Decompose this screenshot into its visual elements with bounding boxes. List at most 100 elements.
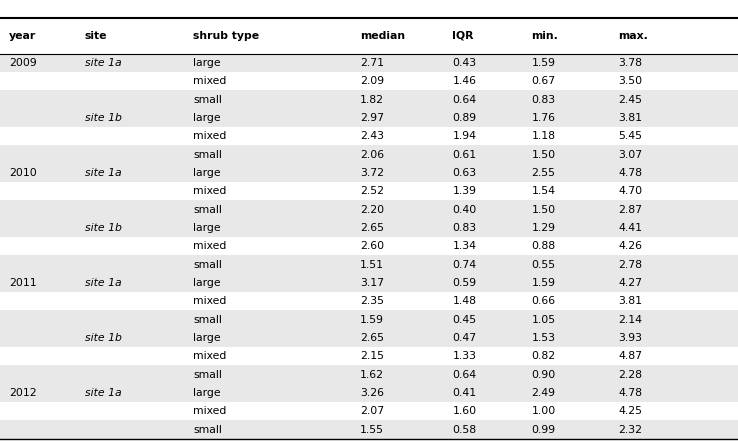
Text: year: year bbox=[9, 31, 36, 41]
Text: 1.94: 1.94 bbox=[452, 131, 477, 141]
Text: site 1a: site 1a bbox=[85, 168, 122, 178]
Text: 1.55: 1.55 bbox=[360, 425, 384, 435]
Text: 1.05: 1.05 bbox=[531, 314, 556, 325]
Text: mixed: mixed bbox=[193, 76, 227, 86]
Text: site 1b: site 1b bbox=[85, 223, 122, 233]
Text: small: small bbox=[193, 314, 222, 325]
Text: mixed: mixed bbox=[193, 296, 227, 306]
Text: large: large bbox=[193, 223, 221, 233]
Bar bbox=[0, 420, 738, 439]
Text: 1.33: 1.33 bbox=[452, 351, 477, 361]
Text: large: large bbox=[193, 168, 221, 178]
Text: 0.83: 0.83 bbox=[452, 223, 477, 233]
Text: 0.43: 0.43 bbox=[452, 58, 477, 68]
Text: 3.17: 3.17 bbox=[360, 278, 384, 288]
Text: 2.60: 2.60 bbox=[360, 241, 384, 251]
Text: 0.66: 0.66 bbox=[531, 296, 556, 306]
Bar bbox=[0, 274, 738, 292]
Bar bbox=[0, 329, 738, 347]
Text: 2009: 2009 bbox=[9, 58, 37, 68]
Text: small: small bbox=[193, 425, 222, 435]
Text: 1.51: 1.51 bbox=[360, 260, 384, 269]
Text: 2.20: 2.20 bbox=[360, 205, 384, 215]
Bar bbox=[0, 255, 738, 274]
Text: large: large bbox=[193, 58, 221, 68]
Text: 2.07: 2.07 bbox=[360, 406, 384, 416]
Text: site 1a: site 1a bbox=[85, 278, 122, 288]
Text: 2.15: 2.15 bbox=[360, 351, 384, 361]
Text: 2.45: 2.45 bbox=[618, 95, 643, 105]
Text: site 1b: site 1b bbox=[85, 333, 122, 343]
Text: 3.93: 3.93 bbox=[618, 333, 643, 343]
Bar bbox=[0, 201, 738, 219]
Text: 0.58: 0.58 bbox=[452, 425, 477, 435]
Text: shrub type: shrub type bbox=[193, 31, 260, 41]
Text: large: large bbox=[193, 388, 221, 398]
Bar bbox=[0, 310, 738, 329]
Text: small: small bbox=[193, 205, 222, 215]
Text: site: site bbox=[85, 31, 107, 41]
Text: 1.82: 1.82 bbox=[360, 95, 384, 105]
Bar bbox=[0, 384, 738, 402]
Text: mixed: mixed bbox=[193, 406, 227, 416]
Text: 4.87: 4.87 bbox=[618, 351, 643, 361]
Text: 0.82: 0.82 bbox=[531, 351, 556, 361]
Text: 0.67: 0.67 bbox=[531, 76, 556, 86]
Bar bbox=[0, 164, 738, 182]
Text: 0.61: 0.61 bbox=[452, 149, 477, 160]
Text: 4.70: 4.70 bbox=[618, 186, 643, 196]
Text: 5.45: 5.45 bbox=[618, 131, 643, 141]
Bar bbox=[0, 90, 738, 109]
Text: site 1a: site 1a bbox=[85, 58, 122, 68]
Text: 2.55: 2.55 bbox=[531, 168, 556, 178]
Text: 2.09: 2.09 bbox=[360, 76, 384, 86]
Text: 2.78: 2.78 bbox=[618, 260, 643, 269]
Text: 0.83: 0.83 bbox=[531, 95, 556, 105]
Text: site 1a: site 1a bbox=[85, 388, 122, 398]
Text: 0.40: 0.40 bbox=[452, 205, 477, 215]
Text: 2.97: 2.97 bbox=[360, 113, 384, 123]
Text: 0.41: 0.41 bbox=[452, 388, 477, 398]
Text: 1.29: 1.29 bbox=[531, 223, 556, 233]
Text: 1.50: 1.50 bbox=[531, 205, 556, 215]
Text: 1.48: 1.48 bbox=[452, 296, 477, 306]
Text: 2011: 2011 bbox=[9, 278, 36, 288]
Text: 0.90: 0.90 bbox=[531, 370, 556, 380]
Text: 0.74: 0.74 bbox=[452, 260, 477, 269]
Text: 2.52: 2.52 bbox=[360, 186, 384, 196]
Text: 1.18: 1.18 bbox=[531, 131, 556, 141]
Text: mixed: mixed bbox=[193, 186, 227, 196]
Text: 2.14: 2.14 bbox=[618, 314, 643, 325]
Text: 3.78: 3.78 bbox=[618, 58, 643, 68]
Text: 1.39: 1.39 bbox=[452, 186, 477, 196]
Text: 0.64: 0.64 bbox=[452, 95, 477, 105]
Text: 1.59: 1.59 bbox=[531, 278, 556, 288]
Text: mixed: mixed bbox=[193, 131, 227, 141]
Text: 4.41: 4.41 bbox=[618, 223, 643, 233]
Text: 1.54: 1.54 bbox=[531, 186, 556, 196]
Bar bbox=[0, 366, 738, 384]
Text: small: small bbox=[193, 260, 222, 269]
Text: 1.34: 1.34 bbox=[452, 241, 477, 251]
Text: 4.78: 4.78 bbox=[618, 388, 643, 398]
Text: 1.76: 1.76 bbox=[531, 113, 556, 123]
Text: 4.27: 4.27 bbox=[618, 278, 643, 288]
Bar bbox=[0, 109, 738, 127]
Text: mixed: mixed bbox=[193, 241, 227, 251]
Text: large: large bbox=[193, 333, 221, 343]
Text: 3.81: 3.81 bbox=[618, 113, 643, 123]
Text: 0.47: 0.47 bbox=[452, 333, 477, 343]
Text: 2.65: 2.65 bbox=[360, 333, 384, 343]
Text: 3.50: 3.50 bbox=[618, 76, 643, 86]
Text: 1.59: 1.59 bbox=[531, 58, 556, 68]
Bar bbox=[0, 54, 738, 72]
Text: 3.26: 3.26 bbox=[360, 388, 384, 398]
Text: max.: max. bbox=[618, 31, 648, 41]
Text: mixed: mixed bbox=[193, 351, 227, 361]
Text: 3.07: 3.07 bbox=[618, 149, 643, 160]
Text: large: large bbox=[193, 113, 221, 123]
Text: 0.45: 0.45 bbox=[452, 314, 477, 325]
Text: 4.26: 4.26 bbox=[618, 241, 643, 251]
Text: 4.78: 4.78 bbox=[618, 168, 643, 178]
Bar bbox=[0, 146, 738, 164]
